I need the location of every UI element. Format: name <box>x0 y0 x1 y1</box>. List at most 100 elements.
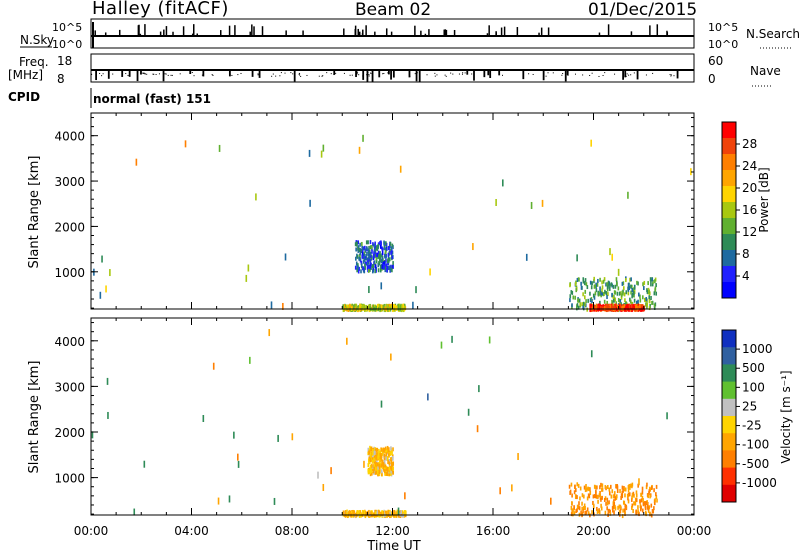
range-cell <box>359 303 361 308</box>
range-cell <box>517 453 519 461</box>
range-cell <box>386 265 389 270</box>
range-cell <box>371 245 373 250</box>
range-cell <box>362 134 364 142</box>
range-cell <box>628 492 631 497</box>
nave-dot <box>343 72 345 74</box>
range-cell <box>608 286 611 291</box>
range-cell <box>627 488 630 493</box>
range-cell <box>379 462 382 467</box>
range-cell <box>349 303 351 308</box>
range-cell <box>624 298 626 303</box>
range-cell <box>368 304 370 309</box>
range-cell <box>354 242 357 247</box>
power-panel: 1000 2000 3000 4000 Slant Range [km] <box>27 112 695 313</box>
range-cell <box>629 305 631 310</box>
nsearch-label: N.Search <box>746 27 800 41</box>
nave-dot <box>91 73 93 75</box>
range-cell <box>395 513 398 518</box>
nave-dot <box>257 74 259 76</box>
range-cell <box>353 510 356 515</box>
range-cell <box>365 511 367 516</box>
range-cell <box>390 250 393 255</box>
range-cell <box>372 242 374 247</box>
range-cell <box>619 509 622 514</box>
nave-dot <box>582 74 584 76</box>
range-cell <box>647 281 649 286</box>
nave-dot <box>112 73 114 75</box>
velocity-colorbar-label: Velocity [m s⁻¹] <box>779 370 793 463</box>
range-cell <box>603 277 606 282</box>
range-cell <box>635 498 638 503</box>
range-cell <box>389 248 392 253</box>
colorbar-segment <box>722 347 736 365</box>
range-cell <box>385 263 388 268</box>
range-cell <box>396 305 399 310</box>
range-cell <box>645 501 648 506</box>
range-cell <box>363 303 365 308</box>
range-cell <box>381 459 384 464</box>
nave-dot <box>330 73 332 75</box>
range-cell <box>184 140 187 148</box>
range-cell <box>375 460 378 465</box>
range-cell <box>618 304 621 309</box>
colorbar-segment <box>722 234 736 251</box>
range-cell <box>367 252 370 257</box>
y-tick-label: 2000 <box>54 220 85 234</box>
range-cell <box>599 304 601 309</box>
range-cell <box>495 198 497 206</box>
nave-dot <box>630 74 632 76</box>
range-cell <box>368 513 370 518</box>
range-cell <box>604 510 607 515</box>
range-cell <box>143 460 146 468</box>
range-cell <box>602 279 605 284</box>
range-cell <box>606 506 608 511</box>
nave-dot <box>669 74 671 76</box>
range-cell <box>654 498 656 503</box>
range-cell <box>392 261 394 266</box>
range-cell <box>362 268 365 273</box>
nave-dot <box>614 73 616 75</box>
range-cell <box>577 298 579 303</box>
nave-dot <box>326 72 328 74</box>
range-cell <box>636 280 638 285</box>
range-cell <box>392 304 395 309</box>
range-cell <box>385 471 388 476</box>
range-cell <box>637 306 639 311</box>
range-cell <box>647 290 650 295</box>
colorbar-tick-label: 28 <box>742 137 757 151</box>
range-cell <box>632 304 634 309</box>
range-cell <box>610 494 613 499</box>
colorbar-segment <box>722 186 736 203</box>
range-cell <box>499 487 501 495</box>
range-cell <box>388 453 390 458</box>
range-cell <box>592 293 595 298</box>
range-cell <box>576 254 578 262</box>
range-cell <box>392 466 394 471</box>
range-cell <box>617 298 620 303</box>
range-cell <box>255 193 257 201</box>
colorbar-tick-label: 1000 <box>742 342 773 356</box>
range-cell <box>381 265 383 270</box>
range-cell <box>364 265 366 270</box>
range-cell <box>385 449 388 454</box>
range-cell <box>575 509 577 514</box>
nave-dot <box>366 74 368 76</box>
nave-dot <box>284 72 286 74</box>
range-cell <box>628 303 631 308</box>
range-cell <box>654 279 656 284</box>
range-cell <box>586 496 589 501</box>
range-cell <box>589 307 592 312</box>
range-cell <box>606 501 609 506</box>
range-cell <box>374 241 376 246</box>
range-cell <box>608 508 610 513</box>
range-cell <box>365 254 367 259</box>
nave-dot <box>144 73 146 75</box>
range-cell <box>581 501 583 506</box>
range-cell <box>385 247 387 252</box>
velocity-panel: 1000 2000 3000 4000 Slant Range [km] 00:00 0… <box>27 317 711 554</box>
range-cell <box>612 501 615 506</box>
range-cell <box>600 506 603 511</box>
colorbar-segment <box>722 250 736 267</box>
range-cell <box>631 503 634 508</box>
y-tick-label: 4000 <box>54 130 85 144</box>
